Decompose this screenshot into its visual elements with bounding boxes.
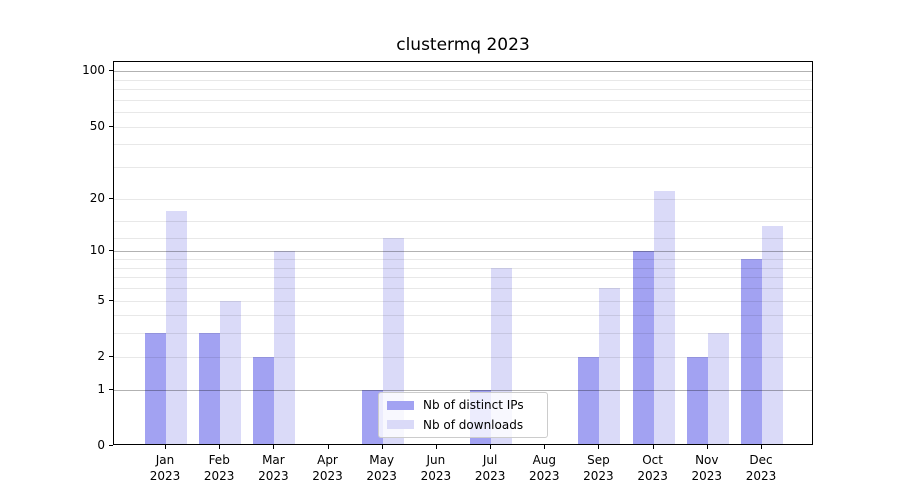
legend-swatch-distinct-ips xyxy=(387,400,414,410)
y-tick-mark-100 xyxy=(109,70,113,72)
legend-item: Nb of downloads xyxy=(387,418,547,432)
y-gridline-minor-15 xyxy=(114,220,812,222)
bar-nb-of-downloads-jan xyxy=(166,211,187,444)
y-gridline-minor-9 xyxy=(114,259,812,260)
bar-nb-of-downloads-nov xyxy=(707,333,729,444)
y-tick-mark-50 xyxy=(109,125,113,127)
y-tick-label-1: 1 xyxy=(97,381,105,396)
y-tick-mark-20 xyxy=(109,197,113,199)
legend-label: Nb of distinct IPs xyxy=(423,398,524,413)
bar-nb-of-distinct-ips-mar xyxy=(253,356,275,444)
y-gridline-minor-60 xyxy=(114,112,812,114)
y-tick-label-2: 2 xyxy=(97,348,105,363)
x-tick-label-feb: Feb 2023 xyxy=(190,452,248,484)
bar-nb-of-distinct-ips-jan xyxy=(145,333,166,444)
y-gridline-minor-3 xyxy=(114,333,812,335)
x-tick-label-aug: Aug 2023 xyxy=(515,452,573,484)
x-tick-mark-sep xyxy=(598,445,600,449)
y-tick-mark-2 xyxy=(109,355,113,357)
bar-nb-of-distinct-ips-nov xyxy=(686,356,708,444)
x-tick-mark-oct xyxy=(652,445,654,449)
y-gridline-minor-7 xyxy=(114,277,812,279)
legend: Nb of distinct IPs Nb of downloads xyxy=(378,392,548,438)
bar-nb-of-downloads-feb xyxy=(220,300,242,444)
x-tick-mark-may xyxy=(381,445,383,449)
x-tick-label-jul: Jul 2023 xyxy=(461,452,519,484)
x-tick-year: 2023 xyxy=(203,469,235,483)
x-tick-year: 2023 xyxy=(149,469,181,483)
x-tick-label-dec: Dec 2023 xyxy=(732,452,790,484)
x-tick-mark-jun xyxy=(435,445,437,449)
y-gridline-major-10 xyxy=(114,251,812,253)
y-gridline-minor-40 xyxy=(114,144,812,146)
y-tick-label-20: 20 xyxy=(89,190,105,205)
y-tick-label-5: 5 xyxy=(97,292,105,307)
y-gridline-minor-30 xyxy=(114,167,812,169)
x-tick-mark-mar xyxy=(273,445,275,449)
x-tick-year: 2023 xyxy=(583,469,614,483)
x-tick-mark-jul xyxy=(490,445,492,449)
y-gridline-minor-4 xyxy=(114,315,812,317)
y-gridline-minor-90 xyxy=(114,79,812,81)
x-tick-mark-apr xyxy=(327,445,329,449)
legend-item: Nb of distinct IPs xyxy=(387,398,547,412)
legend-label: Nb of downloads xyxy=(423,417,524,432)
bar-nb-of-downloads-mar xyxy=(274,251,296,444)
y-gridline-minor-50 xyxy=(114,126,812,128)
legend-swatch-downloads xyxy=(387,420,414,430)
x-tick-year: 2023 xyxy=(745,469,777,483)
y-gridline-minor-2 xyxy=(114,356,812,358)
bar-nb-of-distinct-ips-dec xyxy=(740,259,762,444)
x-tick-mark-aug xyxy=(544,445,546,449)
y-tick-mark-10 xyxy=(109,250,113,252)
x-tick-label-apr: Apr 2023 xyxy=(299,452,357,484)
bar-nb-of-downloads-sep xyxy=(599,287,621,444)
y-gridline-major-100 xyxy=(114,71,812,73)
x-tick-label-mar: Mar 2023 xyxy=(244,452,302,484)
grid-layer xyxy=(114,62,812,444)
x-tick-year: 2023 xyxy=(312,469,343,483)
plot-area xyxy=(113,61,813,445)
x-tick-label-sep: Sep 2023 xyxy=(569,452,627,484)
y-tick-label-50: 50 xyxy=(89,118,105,133)
x-tick-label-oct: Oct 2023 xyxy=(624,452,682,484)
y-gridline-minor-6 xyxy=(114,287,812,289)
bar-nb-of-distinct-ips-sep xyxy=(578,356,600,444)
x-tick-mark-nov xyxy=(706,445,708,449)
y-tick-mark-1 xyxy=(109,388,113,390)
y-gridline-minor-8 xyxy=(114,267,812,269)
y-tick-label-100: 100 xyxy=(82,63,105,78)
bar-nb-of-downloads-dec xyxy=(761,226,783,444)
x-tick-year: 2023 xyxy=(258,469,289,483)
y-gridline-major-1 xyxy=(114,389,812,391)
x-tick-year: 2023 xyxy=(691,469,723,483)
x-tick-mark-dec xyxy=(761,445,762,449)
y-gridline-minor-80 xyxy=(114,89,812,90)
y-gridline-minor-20 xyxy=(114,198,812,200)
x-tick-label-jan: Jan 2023 xyxy=(136,452,194,484)
y-gridline-minor-5 xyxy=(114,300,812,302)
bar-nb-of-distinct-ips-oct xyxy=(632,251,654,444)
x-tick-label-may: May 2023 xyxy=(353,452,411,484)
y-tick-mark-5 xyxy=(109,299,113,301)
y-gridline-minor-12 xyxy=(114,237,812,239)
x-tick-year: 2023 xyxy=(529,469,560,483)
x-tick-year: 2023 xyxy=(420,469,452,483)
bar-nb-of-distinct-ips-feb xyxy=(199,333,221,444)
x-tick-year: 2023 xyxy=(474,469,506,483)
x-tick-year: 2023 xyxy=(637,469,668,483)
x-tick-mark-jan xyxy=(165,445,166,449)
x-tick-label-nov: Nov 2023 xyxy=(678,452,736,484)
y-tick-mark-0 xyxy=(109,445,113,446)
x-tick-label-jun: Jun 2023 xyxy=(407,452,465,484)
bar-nb-of-downloads-oct xyxy=(653,191,675,444)
y-gridline-minor-70 xyxy=(114,99,812,101)
chart-title: clustermq 2023 xyxy=(396,35,530,55)
x-tick-mark-feb xyxy=(219,445,221,449)
y-tick-label-0: 0 xyxy=(97,438,105,452)
y-tick-label-10: 10 xyxy=(89,243,105,258)
x-tick-year: 2023 xyxy=(366,469,397,483)
bar-nb-of-distinct-ips-may xyxy=(361,389,383,444)
